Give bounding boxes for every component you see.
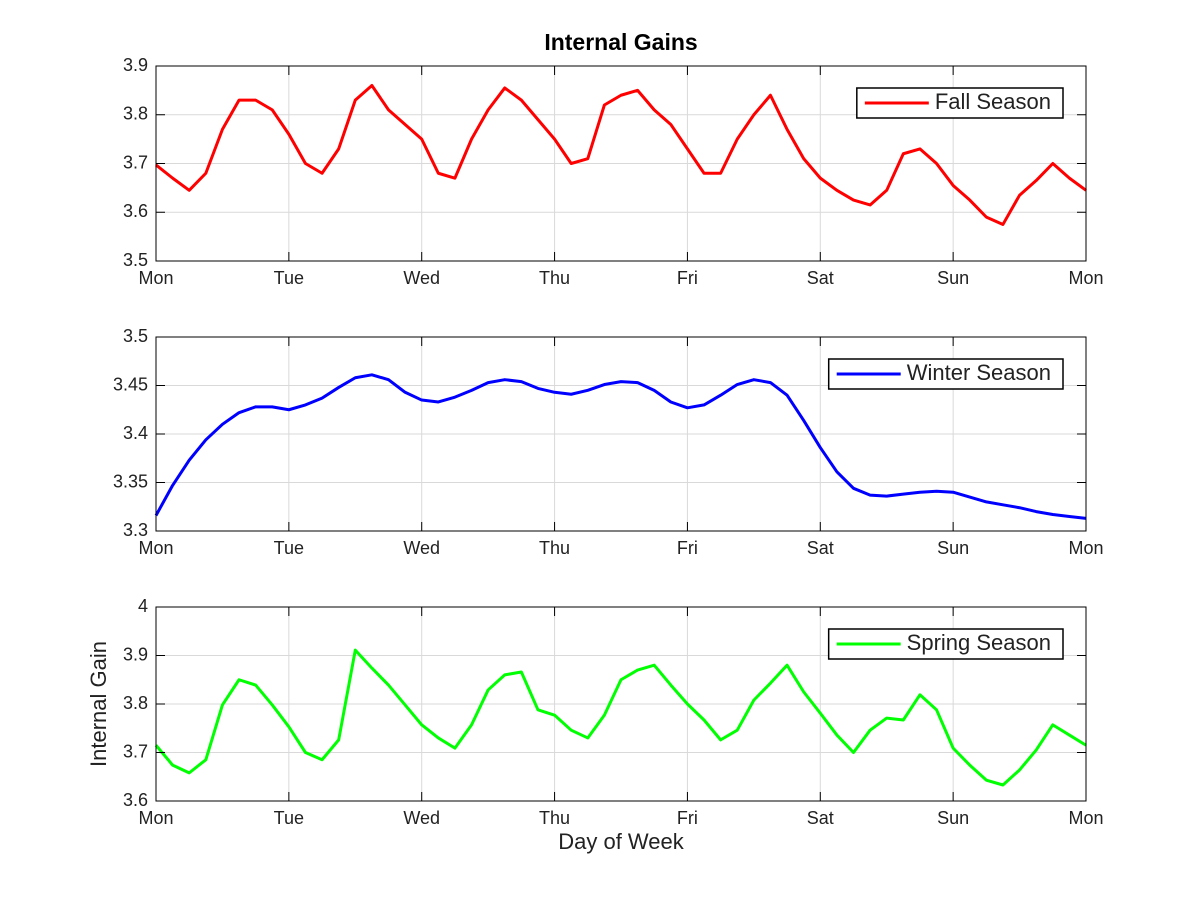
x-tick-label: Wed <box>403 268 440 288</box>
x-tick-label: Sun <box>937 808 969 828</box>
y-tick-label: 3.35 <box>113 471 148 491</box>
x-tick-label: Fri <box>677 268 698 288</box>
x-tick-label: Mon <box>1068 808 1103 828</box>
x-tick-label: Thu <box>539 538 570 558</box>
y-tick-label: 3.3 <box>123 520 148 540</box>
x-tick-label: Wed <box>403 538 440 558</box>
x-tick-label: Fri <box>677 808 698 828</box>
chart-title: Internal Gains <box>544 29 697 55</box>
x-tick-label: Sun <box>937 268 969 288</box>
legend: Fall Season <box>856 87 1064 119</box>
data-line <box>154 373 1087 520</box>
y-tick-label: 4 <box>138 596 148 616</box>
y-tick-label: 3.5 <box>123 250 148 270</box>
x-axis-label: Day of Week <box>558 829 685 854</box>
legend-label: Winter Season <box>907 360 1051 385</box>
y-tick-label: 3.7 <box>123 152 148 172</box>
y-tick-label: 3.6 <box>123 201 148 221</box>
x-tick-label: Mon <box>1068 538 1103 558</box>
y-tick-label: 3.6 <box>123 790 148 810</box>
y-tick-label: 3.9 <box>123 644 148 664</box>
x-tick-label: Fri <box>677 538 698 558</box>
legend-label: Spring Season <box>907 630 1051 655</box>
x-tick-label: Sat <box>807 268 834 288</box>
x-tick-label: Mon <box>138 808 173 828</box>
x-tick-label: Sun <box>937 538 969 558</box>
x-tick-label: Wed <box>403 808 440 828</box>
x-tick-label: Mon <box>1068 268 1103 288</box>
y-tick-label: 3.7 <box>123 741 148 761</box>
x-tick-label: Tue <box>274 808 304 828</box>
y-axis-label: Internal Gain <box>86 641 111 767</box>
y-tick-label: 3.45 <box>113 374 148 394</box>
legend: Winter Season <box>827 358 1064 390</box>
legend-label: Fall Season <box>935 89 1051 114</box>
x-tick-label: Tue <box>274 538 304 558</box>
y-tick-label: 3.8 <box>123 104 148 124</box>
x-tick-label: Thu <box>539 268 570 288</box>
x-tick-label: Tue <box>274 268 304 288</box>
y-tick-label: 3.4 <box>123 423 148 443</box>
x-tick-label: Sat <box>807 538 834 558</box>
x-tick-label: Mon <box>138 538 173 558</box>
data-line <box>154 648 1087 787</box>
y-tick-label: 3.5 <box>123 326 148 346</box>
data-line <box>155 84 1087 226</box>
x-tick-label: Sat <box>807 808 834 828</box>
x-tick-label: Thu <box>539 808 570 828</box>
y-tick-label: 3.8 <box>123 693 148 713</box>
legend: Spring Season <box>827 628 1064 660</box>
y-tick-label: 3.9 <box>123 55 148 75</box>
x-tick-label: Mon <box>138 268 173 288</box>
